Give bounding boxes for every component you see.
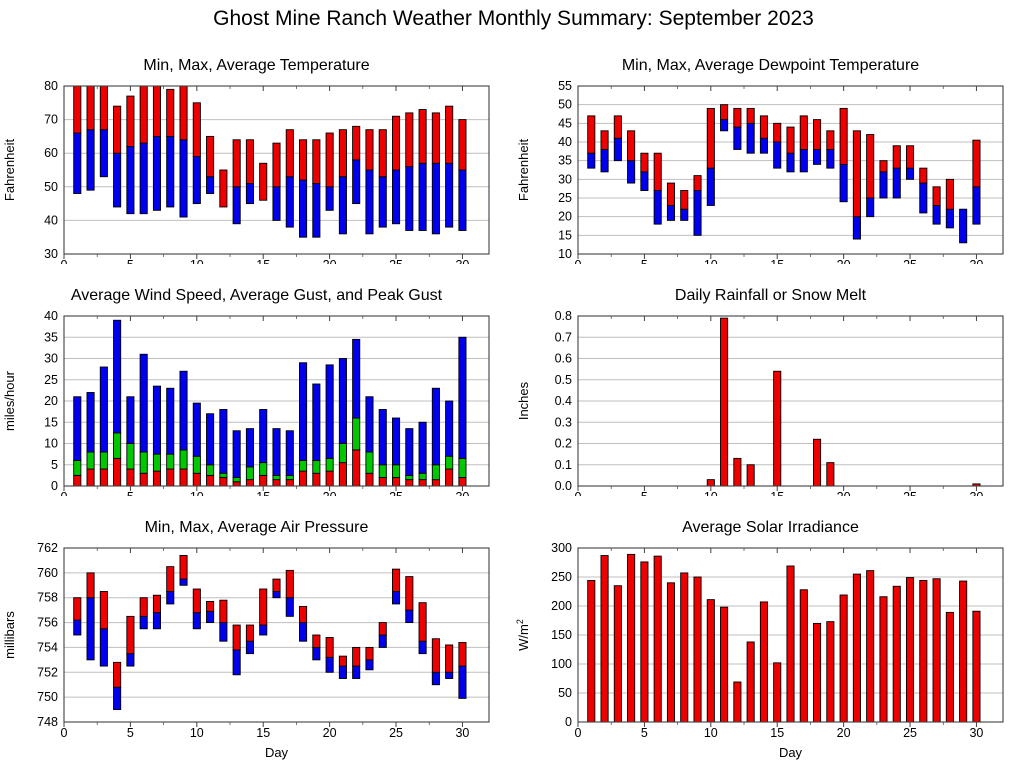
svg-text:5: 5 (641, 726, 648, 740)
svg-text:15: 15 (770, 726, 784, 740)
svg-text:10: 10 (704, 726, 718, 740)
svg-text:0.8: 0.8 (555, 309, 572, 323)
svg-text:35: 35 (558, 154, 572, 168)
svg-text:20: 20 (558, 210, 572, 224)
svg-text:miles/hour: miles/hour (2, 370, 17, 431)
svg-text:30: 30 (969, 726, 983, 740)
svg-text:55: 55 (558, 79, 572, 93)
svg-text:50: 50 (558, 686, 572, 700)
svg-text:Min, Max, Average Dewpoint Tem: Min, Max, Average Dewpoint Temperature (622, 57, 919, 74)
svg-text:Min, Max, Average Air Pressure: Min, Max, Average Air Pressure (145, 519, 369, 536)
svg-text:30: 30 (44, 352, 58, 366)
svg-text:25: 25 (389, 726, 403, 740)
svg-text:0.2: 0.2 (555, 437, 572, 451)
svg-text:Fahrenheit: Fahrenheit (2, 139, 17, 202)
svg-text:10: 10 (190, 726, 204, 740)
svg-text:0.0: 0.0 (555, 479, 572, 493)
svg-text:30: 30 (44, 247, 58, 261)
svg-text:200: 200 (551, 599, 572, 613)
svg-text:762: 762 (37, 541, 58, 555)
svg-text:0: 0 (565, 715, 572, 729)
svg-text:Average Wind Speed, Average Gu: Average Wind Speed, Average Gust, and Pe… (71, 287, 443, 304)
svg-text:15: 15 (256, 726, 270, 740)
svg-text:40: 40 (558, 135, 572, 149)
svg-text:0.4: 0.4 (555, 394, 572, 408)
svg-text:0.6: 0.6 (555, 352, 572, 366)
svg-text:80: 80 (44, 79, 58, 93)
svg-text:0.5: 0.5 (555, 373, 572, 387)
svg-text:0: 0 (51, 479, 58, 493)
svg-text:760: 760 (37, 566, 58, 580)
svg-text:748: 748 (37, 715, 58, 729)
svg-text:20: 20 (837, 726, 851, 740)
svg-text:70: 70 (44, 113, 58, 127)
svg-text:30: 30 (455, 726, 469, 740)
svg-text:0.3: 0.3 (555, 415, 572, 429)
svg-text:Fahrenheit: Fahrenheit (516, 139, 531, 202)
svg-text:300: 300 (551, 541, 572, 555)
svg-text:45: 45 (558, 116, 572, 130)
svg-text:50: 50 (558, 98, 572, 112)
svg-text:5: 5 (51, 458, 58, 472)
svg-text:10: 10 (44, 437, 58, 451)
svg-text:20: 20 (44, 394, 58, 408)
svg-text:758: 758 (37, 591, 58, 605)
svg-text:W/m2: W/m2 (515, 619, 531, 651)
svg-text:5: 5 (127, 726, 134, 740)
svg-text:50: 50 (44, 180, 58, 194)
svg-text:Average Solar Irradiance: Average Solar Irradiance (682, 519, 859, 536)
svg-text:40: 40 (44, 309, 58, 323)
svg-text:25: 25 (903, 726, 917, 740)
svg-text:millibars: millibars (2, 611, 17, 659)
svg-text:Inches: Inches (516, 381, 531, 420)
svg-text:Daily Rainfall or Snow Melt: Daily Rainfall or Snow Melt (675, 287, 867, 304)
svg-text:150: 150 (551, 628, 572, 642)
svg-text:35: 35 (44, 330, 58, 344)
svg-text:25: 25 (44, 373, 58, 387)
svg-text:Day: Day (265, 745, 289, 760)
svg-text:100: 100 (551, 657, 572, 671)
svg-text:250: 250 (551, 570, 572, 584)
svg-text:25: 25 (558, 191, 572, 205)
svg-text:40: 40 (44, 213, 58, 227)
svg-text:30: 30 (558, 172, 572, 186)
svg-text:0.1: 0.1 (555, 458, 572, 472)
svg-text:756: 756 (37, 616, 58, 630)
svg-text:15: 15 (558, 228, 572, 242)
svg-text:60: 60 (44, 146, 58, 160)
svg-text:0: 0 (575, 726, 582, 740)
svg-text:750: 750 (37, 690, 58, 704)
svg-text:0.7: 0.7 (555, 330, 572, 344)
svg-text:754: 754 (37, 640, 58, 654)
svg-text:Day: Day (779, 745, 803, 760)
svg-text:20: 20 (323, 726, 337, 740)
svg-text:0: 0 (61, 726, 68, 740)
svg-text:15: 15 (44, 415, 58, 429)
svg-text:10: 10 (558, 247, 572, 261)
svg-text:Min, Max, Average Temperature: Min, Max, Average Temperature (143, 57, 369, 74)
svg-text:752: 752 (37, 665, 58, 679)
